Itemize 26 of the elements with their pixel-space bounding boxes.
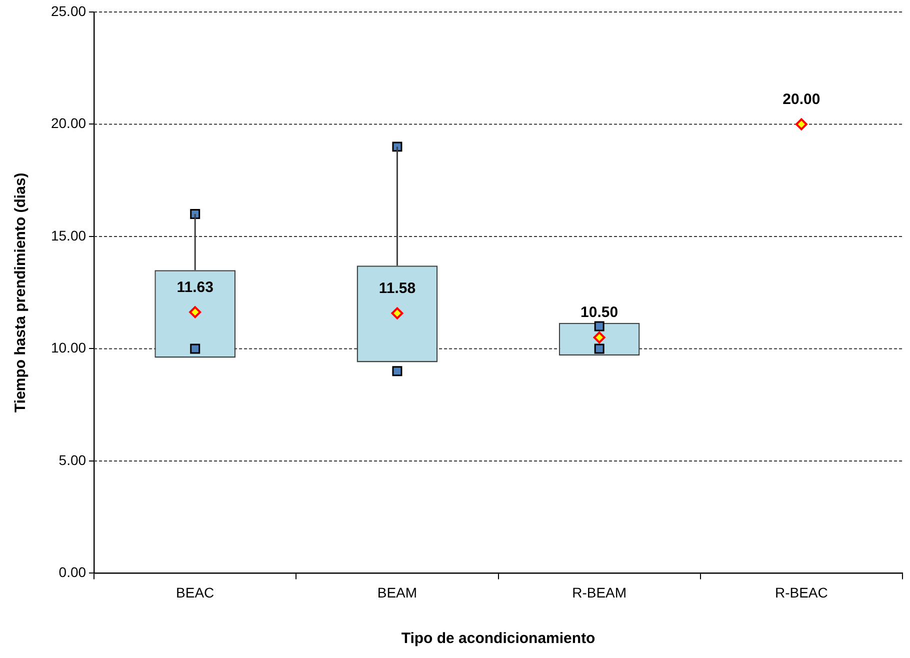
point [594, 321, 604, 332]
data-label: 11.63 [176, 278, 214, 296]
point [392, 142, 402, 152]
y-tick-label: 15.00 [50, 227, 86, 244]
y-tick-label: 20.00 [50, 115, 86, 132]
point [190, 344, 200, 354]
x-axis-title: Tipo de acondicionamiento [401, 630, 596, 648]
point [594, 344, 604, 354]
point [392, 366, 402, 376]
y-axis-title: Tiempo hasta prendimiento (dias) [12, 172, 30, 412]
data-label: 10.50 [580, 304, 618, 322]
x-tick-label: R-BEAC [774, 584, 828, 600]
x-tick-label: BEAM [377, 584, 418, 600]
data-label: 11.58 [378, 280, 416, 297]
point [190, 209, 200, 220]
y-tick-label: 25.00 [50, 2, 86, 19]
y-tick-label: 10.00 [50, 340, 86, 356]
point [795, 118, 808, 130]
data-label: 20.00 [782, 90, 820, 108]
point [391, 307, 404, 320]
y-tick-label: 0.00 [58, 564, 86, 580]
point [593, 331, 606, 344]
x-tick-label: BEAC [176, 584, 214, 600]
point [189, 306, 202, 318]
y-tick-label: 5.00 [58, 452, 86, 468]
x-tick-label: R-BEAM [572, 584, 627, 600]
